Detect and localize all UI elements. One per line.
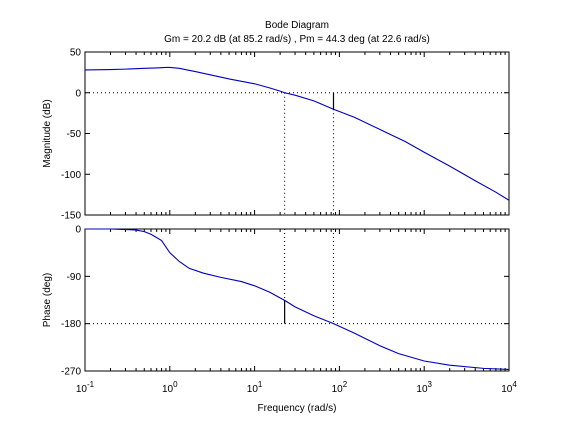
phase-panel: 0 -90 -180 -270 Phase (deg): [42, 225, 510, 378]
x-axis-label: Frequency (rad/s): [258, 403, 337, 414]
magnitude-y-axis-label: Magnitude (dB): [42, 99, 53, 167]
phase-curve: [85, 228, 510, 370]
phase-y-tick-label: -90: [67, 272, 82, 283]
phase-y-tick-label: -180: [61, 319, 81, 330]
magnitude-axes-box: [84, 51, 510, 216]
magnitude-y-tick-label: 0: [75, 88, 81, 99]
phase-axes-box: [84, 228, 510, 372]
chart-title: Bode Diagram: [265, 20, 329, 31]
x-tick-label: 102: [332, 380, 348, 395]
magnitude-curve: [84, 66, 510, 201]
phase-y-tick-label: -270: [61, 367, 81, 378]
x-tick-label: 104: [501, 380, 517, 395]
x-tick-label: 101: [247, 380, 263, 395]
phase-y-axis-label: Phase (deg): [42, 273, 53, 327]
magnitude-y-tick-label: 50: [70, 48, 82, 59]
magnitude-y-tick-label: -150: [61, 211, 81, 222]
x-tick-labels: 10-1 100 101 102 103 104: [76, 380, 517, 395]
magnitude-panel: 50 0 -50 -100 -150 Magnitude (dB): [42, 48, 510, 222]
chart-subtitle: Gm = 20.2 dB (at 85.2 rad/s) , Pm = 44.3…: [164, 34, 430, 45]
phase-y-tick-label: 0: [75, 225, 81, 236]
x-tick-label: 103: [416, 380, 432, 395]
plot-panels: 50 0 -50 -100 -150 Magnitude (dB) 0 -90 -180 -270…: [42, 48, 510, 378]
x-tick-label: 100: [162, 380, 178, 395]
magnitude-y-tick-label: -50: [67, 129, 82, 140]
x-tick-label: 10-1: [76, 380, 95, 395]
magnitude-y-tick-label: -100: [61, 170, 81, 181]
